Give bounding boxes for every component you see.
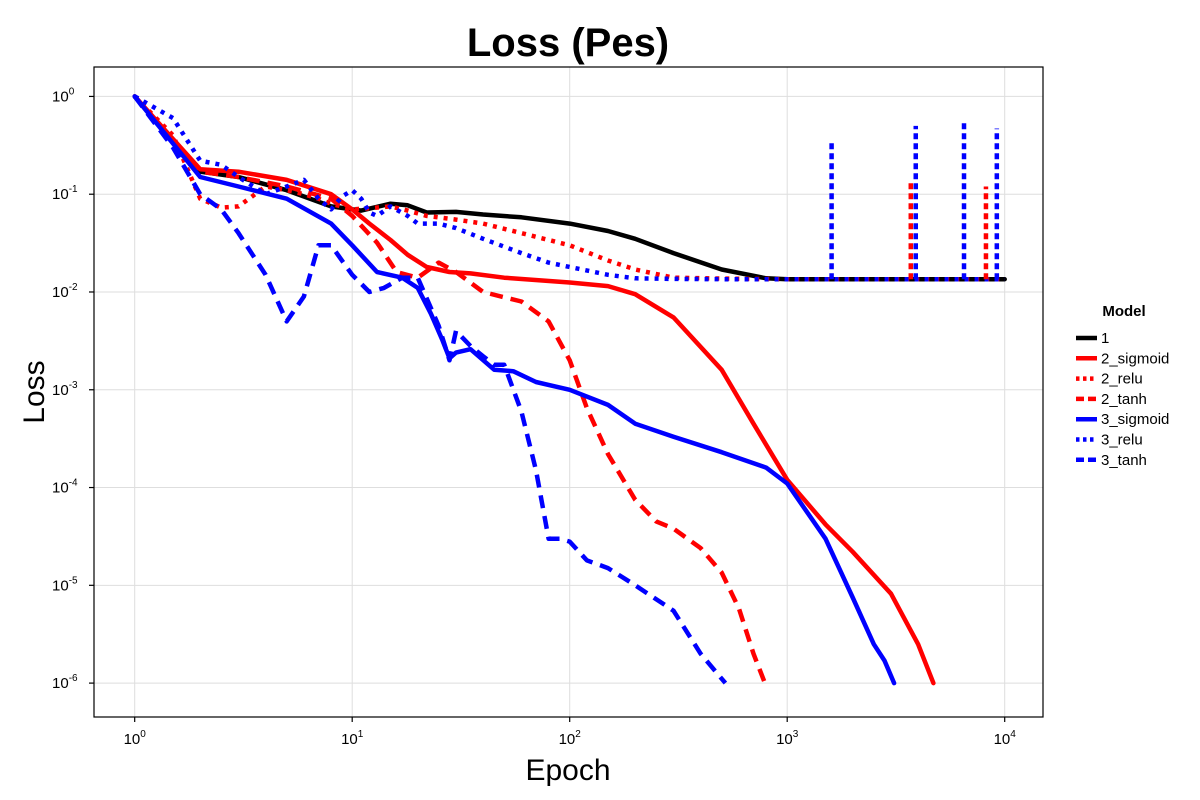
y-tick-exponent: -6 bbox=[69, 673, 78, 684]
x-tick-exponent: 0 bbox=[140, 729, 146, 740]
chart-title: Loss (Pes) bbox=[467, 21, 669, 65]
y-tick-base: 10 bbox=[52, 88, 69, 105]
legend: Model 1 2_sigmoid 2_relu 2_tanh 3_sigmoid 3_r… bbox=[1076, 303, 1169, 469]
y-tick-exponent: -3 bbox=[69, 380, 78, 391]
y-tick-label: 100 bbox=[52, 86, 75, 105]
legend-label-3-tanh: 3_tanh bbox=[1101, 452, 1147, 469]
plot-frame bbox=[93, 66, 1044, 718]
y-tick-label: 10-2 bbox=[52, 282, 78, 301]
x-tick-label: 104 bbox=[994, 729, 1017, 748]
legend-title: Model bbox=[1102, 303, 1145, 320]
series-line-2-sigmoid bbox=[132, 94, 936, 686]
y-tick-base: 10 bbox=[52, 284, 69, 301]
x-axis: 100 101 102 103 104 bbox=[124, 717, 1017, 748]
x-tick-base: 10 bbox=[124, 731, 141, 748]
y-tick-label: 10-4 bbox=[52, 478, 78, 497]
y-tick-base: 10 bbox=[52, 186, 69, 203]
y-tick-exponent: -1 bbox=[69, 184, 78, 195]
x-tick-base: 10 bbox=[994, 731, 1011, 748]
y-tick-label: 10-5 bbox=[52, 575, 78, 594]
y-tick-base: 10 bbox=[52, 382, 69, 399]
y-tick-exponent: -4 bbox=[69, 478, 78, 489]
plot-grid bbox=[94, 67, 1043, 717]
x-axis-label: Epoch bbox=[525, 754, 610, 787]
y-tick-exponent: -5 bbox=[69, 575, 78, 586]
x-tick-exponent: 4 bbox=[1010, 729, 1016, 740]
x-tick-label: 103 bbox=[776, 729, 799, 748]
x-tick-base: 10 bbox=[341, 731, 358, 748]
series-line-3-tanh bbox=[132, 95, 728, 685]
legend-label-2-tanh: 2_tanh bbox=[1101, 391, 1147, 408]
x-tick-label: 101 bbox=[341, 729, 364, 748]
series-line-2-relu bbox=[133, 94, 1005, 282]
x-tick-exponent: 3 bbox=[793, 729, 799, 740]
plot-series bbox=[132, 94, 1007, 686]
y-tick-exponent: -2 bbox=[69, 282, 78, 293]
series-line-3-sigmoid bbox=[132, 94, 897, 686]
legend-label-1: 1 bbox=[1101, 330, 1109, 347]
legend-label-3-sigmoid: 3_sigmoid bbox=[1101, 411, 1169, 428]
y-tick-exponent: 0 bbox=[69, 86, 75, 97]
x-tick-exponent: 2 bbox=[575, 729, 581, 740]
legend-label-2-sigmoid: 2_sigmoid bbox=[1101, 350, 1169, 367]
y-tick-base: 10 bbox=[52, 577, 69, 594]
y-tick-label: 10-6 bbox=[52, 673, 78, 692]
y-axis-label: Loss bbox=[18, 360, 51, 423]
series-line-2-tanh bbox=[133, 94, 767, 684]
y-tick-label: 10-3 bbox=[52, 380, 78, 399]
y-tick-base: 10 bbox=[52, 480, 69, 497]
x-tick-exponent: 1 bbox=[358, 729, 364, 740]
legend-label-3-relu: 3_relu bbox=[1101, 432, 1143, 449]
x-tick-base: 10 bbox=[776, 731, 793, 748]
legend-label-2-relu: 2_relu bbox=[1101, 371, 1143, 388]
x-tick-base: 10 bbox=[559, 731, 576, 748]
x-tick-label: 102 bbox=[559, 729, 582, 748]
y-tick-label: 10-1 bbox=[52, 184, 78, 203]
series-line-3-relu bbox=[133, 94, 1005, 282]
x-tick-label: 100 bbox=[124, 729, 147, 748]
y-tick-base: 10 bbox=[52, 675, 69, 692]
